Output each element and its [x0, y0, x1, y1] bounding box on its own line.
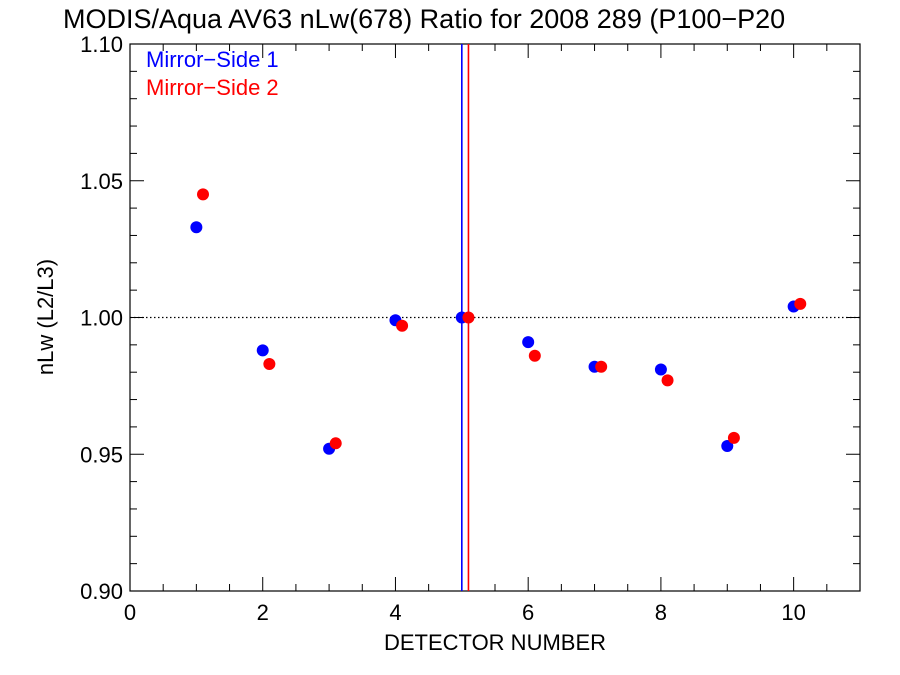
- y-tick-label: 0.90: [80, 579, 123, 604]
- x-axis-label: DETECTOR NUMBER: [384, 630, 606, 655]
- legend-entry-mirror-side-2: Mirror−Side 2: [146, 75, 279, 100]
- legend: Mirror−Side 1 Mirror−Side 2: [146, 47, 279, 100]
- series-2-point: [263, 357, 276, 370]
- x-tick-label: 0: [124, 600, 136, 625]
- series-2-point: [794, 297, 807, 310]
- series-2-point: [462, 311, 475, 324]
- series-1-point: [256, 344, 269, 357]
- x-tick-label: 2: [257, 600, 269, 625]
- series-2-point: [197, 188, 209, 201]
- data-points: [190, 188, 807, 455]
- series-2-point: [661, 374, 674, 387]
- y-axis-label: nLw (L2/L3): [33, 259, 58, 375]
- y-tick-label: 1.00: [80, 306, 123, 331]
- legend-entry-mirror-side-1: Mirror−Side 1: [146, 47, 279, 72]
- series-2-point: [595, 360, 608, 373]
- series-1-point: [522, 336, 535, 349]
- x-tick-label: 8: [655, 600, 667, 625]
- chart-title: MODIS/Aqua AV63 nLw(678) Ratio for 2008 …: [63, 4, 785, 34]
- x-tick-label: 4: [389, 600, 401, 625]
- series-1-point: [654, 363, 667, 376]
- series-2-point: [329, 437, 342, 450]
- y-tick-label: 1.10: [80, 32, 123, 57]
- series-2-point: [727, 431, 740, 444]
- y-tick-label: 1.05: [80, 169, 123, 194]
- x-tick-label: 10: [781, 600, 805, 625]
- x-tick-label: 6: [522, 600, 534, 625]
- series-2-point: [528, 349, 541, 362]
- series-1-point: [190, 221, 203, 234]
- tick-labels: 0 2 4 6 8 10 0.90 0.95 1.00 1.05 1.10: [80, 32, 806, 625]
- series-2-point: [396, 319, 409, 332]
- series-1-point: [721, 440, 734, 453]
- y-tick-label: 0.95: [80, 442, 123, 467]
